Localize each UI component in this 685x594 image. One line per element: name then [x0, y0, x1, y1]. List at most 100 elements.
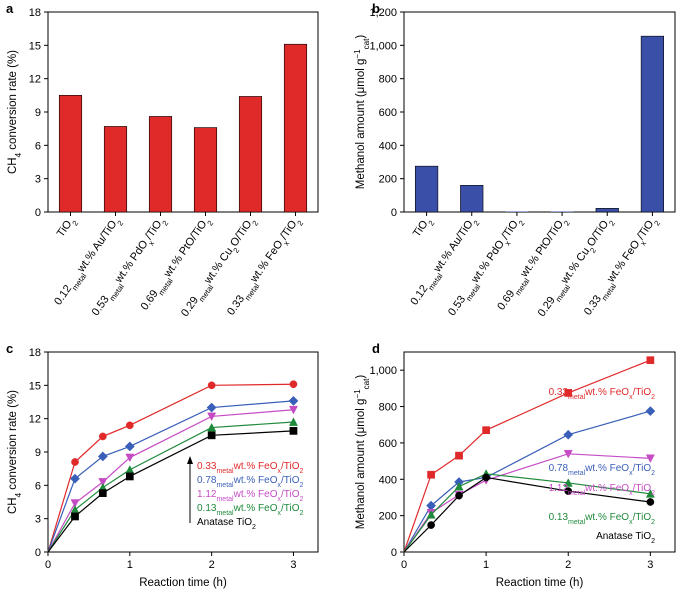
plot-frame — [47, 11, 319, 213]
x-axis-title: Reaction time (h) — [496, 577, 584, 589]
x-tick-label: TiO2 — [411, 215, 436, 242]
data-point — [482, 473, 490, 482]
x-tick-label: 3 — [290, 559, 296, 571]
legend-entry: 1.12metalwt.% FeOx/TiO2 — [197, 489, 304, 503]
data-point — [125, 472, 134, 481]
plot-frame — [47, 351, 319, 553]
legend-entry: 0.13metalwt.% FeOx/TiO2 — [549, 512, 656, 526]
y-tick-label: 1,200 — [369, 7, 397, 19]
series-line-3 — [47, 421, 294, 553]
data-point — [124, 441, 135, 452]
data-point — [125, 421, 134, 430]
series-line-0 — [47, 383, 294, 553]
data-point — [70, 499, 80, 508]
series-line-1 — [47, 400, 294, 553]
y-tick-label: 200 — [379, 511, 397, 523]
legend-entry: 0.13metalwt.% FeOx/TiO2 — [197, 503, 304, 517]
y-tick-label: 15 — [29, 380, 41, 392]
series-line-3 — [403, 473, 651, 553]
bar-a-5 — [283, 43, 308, 213]
data-point — [98, 432, 107, 441]
data-point — [207, 431, 216, 440]
plot-frame — [403, 11, 676, 213]
data-point — [97, 451, 108, 462]
bar-b-0 — [414, 165, 439, 213]
bar-b-2 — [505, 211, 529, 212]
bar-a-3 — [193, 127, 218, 213]
x-tick-label: 3 — [647, 559, 653, 571]
y-tick-label: 0 — [35, 207, 41, 219]
data-point — [207, 422, 217, 432]
data-point — [454, 481, 464, 491]
bar-a-1 — [103, 126, 128, 213]
y-tick-label: 0 — [391, 207, 397, 219]
x-axis-title: Reaction time (h) — [139, 577, 227, 589]
data-point — [71, 458, 79, 466]
data-point — [125, 465, 135, 474]
series-line-0 — [403, 359, 651, 553]
data-point — [564, 389, 573, 397]
legend-entry: Anatase TiO2 — [197, 517, 256, 531]
y-tick-label: 6 — [35, 480, 41, 492]
legend-entry: Anatase TiO2 — [596, 531, 655, 545]
panel-label: a — [6, 1, 14, 16]
y-tick-label: 9 — [35, 447, 41, 459]
data-point — [646, 498, 655, 506]
legend-entry: 1.12metalwt.% FeOx/TiO2 — [549, 483, 656, 497]
data-point — [288, 417, 298, 426]
data-point — [426, 510, 436, 519]
y-tick-label: 18 — [29, 347, 41, 359]
bar-b-1 — [460, 185, 484, 213]
legend-entry: 0.33metalwt.% FeOx/TiO2 — [549, 387, 656, 401]
data-point — [563, 449, 573, 459]
chart-b: 02004006008001,0001,200TiO20.12metalwt.%… — [369, 7, 676, 319]
data-point — [427, 521, 435, 529]
data-point — [70, 473, 80, 484]
y-axis-title: Methanol amount (μmol g−1cat) — [353, 375, 371, 530]
series-line-4 — [47, 430, 294, 553]
y-tick-label: 0 — [391, 547, 397, 559]
data-point — [646, 356, 655, 365]
data-point — [563, 478, 573, 487]
y-tick-label: 400 — [379, 474, 397, 486]
y-tick-label: 12 — [29, 74, 41, 86]
y-tick-label: 600 — [379, 107, 397, 119]
y-tick-label: 400 — [379, 140, 397, 152]
y-tick-label: 800 — [379, 402, 397, 414]
data-point — [645, 454, 655, 463]
data-point — [207, 412, 217, 422]
y-tick-label: 12 — [29, 414, 41, 426]
bar-b-4 — [595, 208, 619, 213]
y-tick-label: 18 — [29, 7, 41, 19]
legend-arrow-head — [187, 456, 193, 464]
x-tick-label: TiO2 — [55, 215, 80, 242]
legend-entry: 0.78metalwt.% FeOx/TiO2 — [549, 463, 656, 477]
data-point — [645, 489, 655, 498]
x-tick-label: 2 — [565, 559, 571, 571]
data-point — [289, 427, 298, 435]
data-point — [482, 426, 490, 435]
data-point — [207, 381, 216, 390]
data-point — [289, 380, 298, 389]
data-point — [564, 487, 573, 495]
bar-a-2 — [148, 116, 173, 213]
legend-entry: 0.78metalwt.% FeOx/TiO2 — [197, 475, 304, 489]
y-tick-label: 1,000 — [369, 40, 397, 52]
y-tick-label: 1,000 — [369, 365, 397, 377]
series-line-2 — [47, 409, 294, 553]
data-point — [427, 470, 435, 479]
chart-d: 0 1 2 3 0 200 400 600 800 1,000 Reaction time (h) 0… — [369, 351, 676, 589]
y-tick-label: 15 — [29, 40, 41, 52]
y-tick-label: 9 — [35, 107, 41, 119]
data-point — [563, 429, 574, 440]
data-point — [645, 406, 656, 417]
data-point — [455, 451, 463, 460]
series-line-4 — [403, 476, 651, 553]
data-point — [125, 453, 135, 463]
y-tick-label: 800 — [379, 74, 397, 86]
data-point — [98, 489, 107, 497]
data-point — [206, 402, 217, 413]
x-tick-label: 2 — [209, 559, 215, 571]
